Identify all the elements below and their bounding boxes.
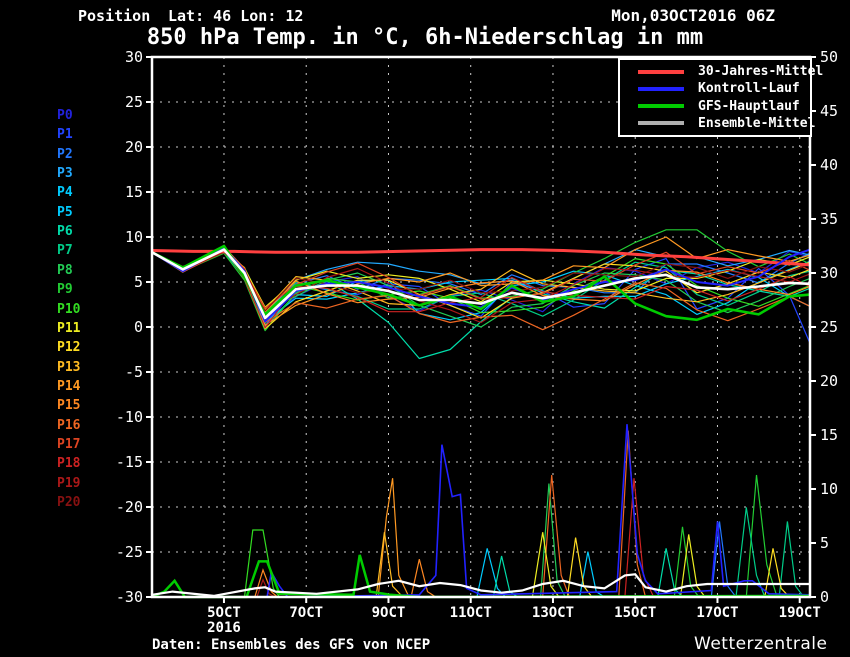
right-axis-label: 20 bbox=[820, 372, 838, 390]
member-label-P11: P11 bbox=[57, 320, 81, 336]
left-axis-label: -25 bbox=[116, 543, 143, 561]
x-axis-label: 7OCT bbox=[289, 605, 323, 621]
left-axis-label: -5 bbox=[125, 363, 143, 381]
legend-label: Kontroll-Lauf bbox=[698, 81, 800, 97]
precip-series-GFS-Hauptlauf bbox=[151, 554, 811, 599]
left-axis-label: 15 bbox=[125, 183, 143, 201]
x-axis-label: 5OCT bbox=[207, 605, 241, 621]
member-label-P16: P16 bbox=[57, 417, 81, 433]
right-axis-label: 30 bbox=[820, 264, 838, 282]
chart-title: 850 hPa Temp. in °C, 6h-Niederschlag in … bbox=[146, 25, 704, 50]
member-label-P8: P8 bbox=[57, 262, 73, 278]
member-label-P0: P0 bbox=[57, 108, 73, 123]
right-axis-label: 40 bbox=[820, 156, 838, 174]
left-axis-label: 20 bbox=[125, 138, 143, 156]
legend-entry: Ensemble-Mittel bbox=[620, 115, 815, 131]
right-axis-label: 0 bbox=[820, 588, 829, 606]
member-label-P17: P17 bbox=[57, 436, 81, 452]
right-axis-label: 5 bbox=[820, 534, 829, 552]
x-axis-label: 17OCT bbox=[696, 605, 738, 621]
x-axis-label: 11OCT bbox=[450, 605, 492, 621]
temp-series-P18 bbox=[151, 247, 811, 329]
right-axis-label: 35 bbox=[820, 210, 838, 228]
x-axis-label: 19OCT bbox=[779, 605, 821, 621]
right-axis-label: 45 bbox=[820, 102, 838, 120]
x-axis-label: 15OCT bbox=[614, 605, 656, 621]
temp-series-30-Jahres-Mittel bbox=[151, 248, 811, 267]
left-axis-label: 0 bbox=[134, 318, 143, 336]
member-label-P15: P15 bbox=[57, 398, 81, 414]
member-label-P3: P3 bbox=[57, 166, 73, 182]
member-label-P18: P18 bbox=[57, 456, 81, 472]
left-axis-label: -30 bbox=[116, 588, 143, 606]
member-label-P20: P20 bbox=[57, 495, 81, 510]
right-axis-label: 10 bbox=[820, 480, 838, 498]
x-axis-year-label: 2016 bbox=[207, 620, 241, 636]
temp-series-P6 bbox=[151, 250, 811, 360]
right-axis-label: 15 bbox=[820, 426, 838, 444]
legend-box: 30-Jahres-Mittel Kontroll-Lauf GFS-Hauptla… bbox=[618, 58, 823, 137]
legend-label: Ensemble-Mittel bbox=[698, 115, 816, 131]
precip-series-Ensemble-Mittel bbox=[151, 573, 810, 598]
legend-swatch bbox=[638, 69, 684, 74]
precip-series-P14 bbox=[377, 478, 410, 598]
legend-entry: Kontroll-Lauf bbox=[620, 81, 810, 97]
legend-swatch bbox=[638, 121, 684, 126]
right-axis-label: 50 bbox=[820, 48, 838, 66]
legend-label: 30-Jahres-Mittel bbox=[698, 64, 824, 80]
run-datetime: Mon,03OCT2016 06Z bbox=[611, 6, 775, 25]
left-axis-label: 5 bbox=[134, 273, 143, 291]
precip-series-P8 bbox=[540, 483, 566, 598]
coordinates-label: Lat: 46 Lon: 12 bbox=[168, 7, 304, 25]
member-label-P10: P10 bbox=[57, 301, 81, 317]
left-axis-label: 30 bbox=[125, 48, 143, 66]
legend-swatch bbox=[638, 104, 684, 109]
member-label-P2: P2 bbox=[57, 146, 73, 162]
temp-series-P9 bbox=[151, 229, 811, 332]
legend-entry: 30-Jahres-Mittel bbox=[620, 64, 823, 80]
left-axis-label: -15 bbox=[116, 453, 143, 471]
precip-series-P18 bbox=[624, 478, 655, 598]
member-label-P19: P19 bbox=[57, 475, 81, 491]
member-label-P14: P14 bbox=[57, 378, 81, 394]
member-label-P5: P5 bbox=[57, 204, 73, 220]
data-source-label: Daten: Ensembles des GFS von NCEP bbox=[152, 637, 431, 653]
member-label-P13: P13 bbox=[57, 359, 81, 375]
precip-series-P2 bbox=[710, 521, 737, 598]
temp-series-Ensemble-Mittel bbox=[151, 248, 811, 320]
member-label-P6: P6 bbox=[57, 224, 73, 240]
x-axis-label: 9OCT bbox=[372, 605, 406, 621]
member-label-P12: P12 bbox=[57, 340, 81, 356]
left-axis-label: 25 bbox=[125, 93, 143, 111]
right-axis-label: 25 bbox=[820, 318, 838, 336]
member-label-P9: P9 bbox=[57, 282, 73, 298]
position-label: Position bbox=[78, 7, 151, 25]
member-label-P4: P4 bbox=[57, 185, 73, 201]
member-label-P1: P1 bbox=[57, 127, 73, 143]
legend-entry: GFS-Hauptlauf bbox=[620, 98, 810, 114]
left-axis-label: -20 bbox=[116, 498, 143, 516]
x-axis-label: 13OCT bbox=[532, 605, 574, 621]
precip-series-P13 bbox=[375, 532, 404, 598]
precip-series-Kontroll-Lauf bbox=[266, 424, 811, 598]
legend-label: GFS-Hauptlauf bbox=[698, 98, 800, 114]
brand-label: Wetterzentrale bbox=[694, 634, 828, 654]
legend-swatch bbox=[638, 86, 684, 91]
member-label-P7: P7 bbox=[57, 243, 73, 259]
left-axis-label: 10 bbox=[125, 228, 143, 246]
temp-series-P20 bbox=[151, 249, 811, 312]
precip-series-P9 bbox=[673, 474, 778, 598]
left-axis-label: -10 bbox=[116, 408, 143, 426]
